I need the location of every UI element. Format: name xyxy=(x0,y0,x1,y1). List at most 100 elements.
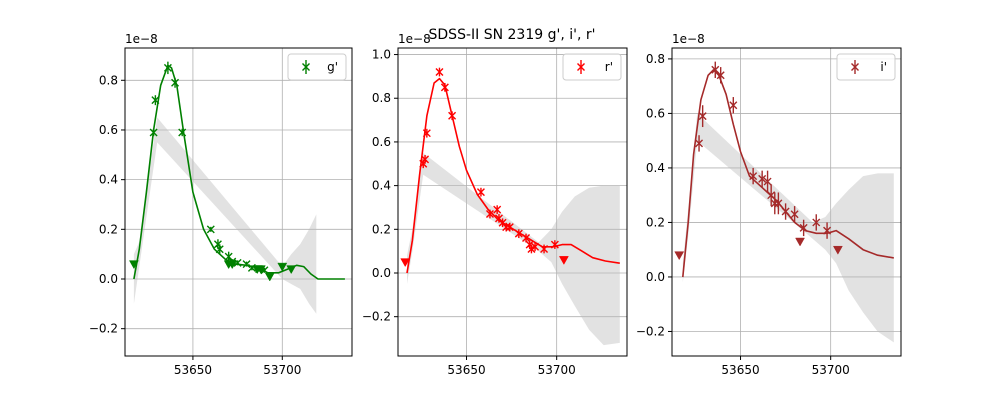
data-point-marker xyxy=(493,205,502,214)
y-tick-label: 0.6 xyxy=(372,135,391,149)
marker-stroke xyxy=(485,210,494,219)
upper-limit-marker xyxy=(264,272,275,282)
axes-frame xyxy=(671,47,902,357)
data-point-marker xyxy=(522,234,531,243)
data-point-marker xyxy=(790,210,799,219)
plot-area xyxy=(129,61,345,314)
marker-stroke xyxy=(493,205,502,214)
marker-stroke xyxy=(149,128,158,137)
data-point-marker xyxy=(505,223,514,232)
upper-limit-marker xyxy=(795,237,805,247)
data-point-marker xyxy=(716,71,725,80)
marker-stroke xyxy=(540,244,549,253)
marker-stroke xyxy=(206,225,215,234)
data-point-marker xyxy=(540,244,549,253)
y-offset-label: 1e−8 xyxy=(672,32,705,46)
data-point-marker xyxy=(178,128,187,137)
uncertainty-band xyxy=(682,113,894,343)
marker-stroke xyxy=(799,223,808,232)
legend: g' xyxy=(287,53,347,81)
marker-stroke xyxy=(550,240,559,249)
data-point-marker xyxy=(698,112,707,121)
axes-frame xyxy=(124,47,353,357)
model-curve-line xyxy=(682,69,894,278)
data-point-marker xyxy=(440,83,449,92)
marker-stroke xyxy=(698,112,707,121)
figure-title: SDSS-II SN 2319 g', i', r' xyxy=(429,27,596,43)
marker-stroke xyxy=(695,139,704,148)
marker-stroke xyxy=(476,188,485,197)
data-point-marker xyxy=(485,210,494,219)
x-tick-label: 53650 xyxy=(174,363,212,377)
y-offset-label: 1e−8 xyxy=(125,32,158,46)
data-point-marker xyxy=(758,174,767,183)
marker-stroke xyxy=(749,172,758,181)
marker-stroke xyxy=(213,240,222,249)
marker-stroke xyxy=(531,242,540,251)
marker-stroke xyxy=(215,245,224,254)
data-point-marker xyxy=(476,188,485,197)
data-point-marker xyxy=(163,63,172,72)
marker-stroke xyxy=(233,258,242,267)
upper-limit-marker xyxy=(674,251,685,261)
data-point-marker xyxy=(502,223,511,232)
data-point-marker xyxy=(242,260,251,269)
y-tick-label: 0.2 xyxy=(646,215,665,229)
data-point-marker xyxy=(770,199,779,208)
marker-stroke xyxy=(790,210,799,219)
marker-stroke xyxy=(421,155,430,164)
marker-stroke xyxy=(242,260,251,269)
data-point-marker xyxy=(799,223,808,232)
data-point-marker xyxy=(215,245,224,254)
marker-stroke xyxy=(163,63,172,72)
y-tick-label: 0.2 xyxy=(372,222,391,236)
marker-stroke xyxy=(729,101,738,110)
data-point-marker xyxy=(421,155,430,164)
marker-stroke xyxy=(171,78,180,87)
upper-limit-marker xyxy=(255,265,266,275)
marker-stroke xyxy=(494,214,503,223)
marker-stroke xyxy=(711,65,720,74)
x-tick-label: 53700 xyxy=(263,363,301,377)
marker-stroke xyxy=(502,223,511,232)
marker-stroke xyxy=(505,223,514,232)
marker-stroke xyxy=(440,83,449,92)
y-tick-label: 0.6 xyxy=(99,123,118,137)
upper-limit-marker xyxy=(286,265,297,275)
upper-limit-marker xyxy=(129,260,139,270)
y-tick-label: −0.2 xyxy=(89,322,118,336)
upper-limit-marker xyxy=(558,256,569,265)
y-offset-label: 1e−8 xyxy=(398,32,431,46)
legend-box xyxy=(562,53,622,81)
uncertainty-band xyxy=(407,152,620,346)
marker-stroke xyxy=(178,128,187,137)
legend-label: g' xyxy=(327,60,338,74)
data-point-marker xyxy=(763,177,772,186)
plot-area xyxy=(674,61,894,343)
data-point-marker xyxy=(550,240,559,249)
legend-marker-stroke xyxy=(302,63,310,71)
data-point-marker xyxy=(812,218,821,227)
panel-r-band: 53650 53700 −0.2 0.0 0.2 0.4 0.6 0.8 1.0 1e−8 r' xyxy=(362,32,628,377)
legend: r' xyxy=(562,53,622,81)
x-tick-label: 53650 xyxy=(447,363,485,377)
y-tick-label: 0.4 xyxy=(372,179,391,193)
data-point-marker xyxy=(695,139,704,148)
legend-label: r' xyxy=(605,60,613,74)
data-point-marker xyxy=(527,244,536,253)
legend-box xyxy=(287,53,347,81)
legend: i' xyxy=(836,53,896,81)
y-tick-label: 0.0 xyxy=(99,272,118,286)
marker-stroke xyxy=(823,226,832,235)
uncertainty-band xyxy=(133,117,317,314)
y-tick-label: 0.4 xyxy=(99,173,118,187)
upper-limit-marker xyxy=(277,262,288,272)
upper-limit-marker xyxy=(832,245,843,255)
marker-stroke xyxy=(781,207,790,216)
marker-stroke xyxy=(774,199,783,208)
marker-stroke xyxy=(525,240,534,249)
data-point-marker xyxy=(206,225,215,234)
marker-stroke xyxy=(758,174,767,183)
y-tick-label: 0.4 xyxy=(646,161,665,175)
